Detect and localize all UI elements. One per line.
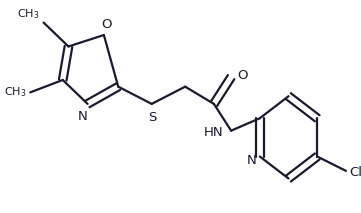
Text: N: N [247, 154, 257, 167]
Text: Cl: Cl [349, 166, 361, 179]
Text: O: O [237, 69, 247, 82]
Text: S: S [148, 111, 157, 124]
Text: N: N [78, 110, 88, 123]
Text: HN: HN [204, 126, 223, 139]
Text: O: O [101, 18, 112, 31]
Text: CH$_3$: CH$_3$ [4, 85, 26, 99]
Text: CH$_3$: CH$_3$ [17, 7, 40, 21]
